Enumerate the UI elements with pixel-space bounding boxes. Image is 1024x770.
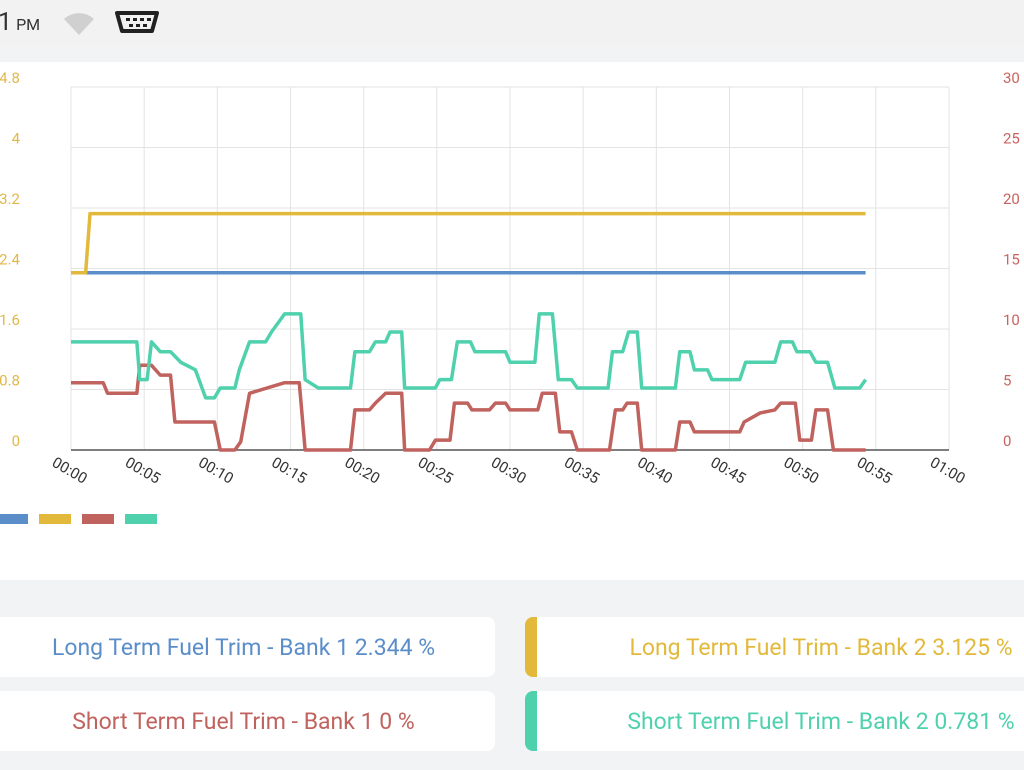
x-tick-label: 00:00 [49,453,90,487]
y-tick-label: 4 [12,129,21,147]
value-card: Short Term Fuel Trim - Bank 1 0 % [0,691,495,751]
x-tick-label: 00:35 [561,453,602,487]
y-tick-label: 3.2 [0,190,20,208]
x-tick-label: 01:00 [927,453,968,487]
clock: 1 PM [0,8,40,37]
chart: 0 0.8 1.6 2.4 3.2 4 4.8 0 5 10 15 20 25 30 00:00 00:05 0… [0,69,1020,524]
x-tick-label: 00:10 [195,453,236,487]
status-bar: 1 PM [0,0,1024,46]
clock-time: 1 [0,8,13,37]
card-label: Long Term Fuel Trim - Bank 2 3.125 % [629,633,1013,661]
legend-swatch [39,514,71,524]
x-tick-label: 00:40 [634,453,675,487]
x-tick-label: 00:15 [269,453,310,487]
value-card: Long Term Fuel Trim - Bank 1 2.344 % [0,617,495,677]
y-tick-label: 2.4 [0,250,21,268]
x-tick-label: 00:05 [122,453,163,487]
value-card: Long Term Fuel Trim - Bank 2 3.125 % [525,617,1024,677]
y-tick-label: 0 [12,432,20,450]
y-tick-label: 4.8 [0,69,20,87]
legend-swatch [0,514,28,524]
card-label: Short Term Fuel Trim - Bank 1 0 % [72,707,415,735]
card-label: Long Term Fuel Trim - Bank 1 2.344 % [51,633,436,661]
series-line [71,211,866,275]
x-tick-label: 00:55 [854,453,895,487]
value-card: Short Term Fuel Trim - Bank 2 0.781 % [525,691,1024,751]
y2-tick-label: 20 [1003,190,1020,208]
x-tick-label: 00:50 [781,453,822,487]
x-tick-label: 00:45 [708,453,749,487]
y2-tick-label: 0 [1003,432,1011,450]
series-line [71,312,868,400]
y2-tick-label: 10 [1003,311,1020,329]
series-line [71,363,866,452]
y-tick-label: 1.6 [0,311,20,329]
obd-icon [115,11,159,33]
x-tick-label: 00:20 [342,453,383,487]
y2-tick-label: 5 [1003,371,1011,389]
x-tick-label: 00:30 [488,453,529,487]
clock-ampm: PM [16,15,41,34]
y2-tick-label: 25 [1003,129,1020,147]
chart-card: 0 0.8 1.6 2.4 3.2 4 4.8 0 5 10 15 20 25 30 00:00 00:05 0… [0,62,1024,580]
x-tick-label: 00:25 [415,453,456,487]
y2-tick-label: 15 [1003,250,1020,268]
legend-swatch [82,514,114,524]
y-tick-label: 0.8 [0,371,20,389]
y2-tick-label: 30 [1003,69,1020,87]
legend-swatch [125,514,157,524]
card-label: Short Term Fuel Trim - Bank 2 0.781 % [627,707,1015,735]
wifi-icon [64,13,94,35]
